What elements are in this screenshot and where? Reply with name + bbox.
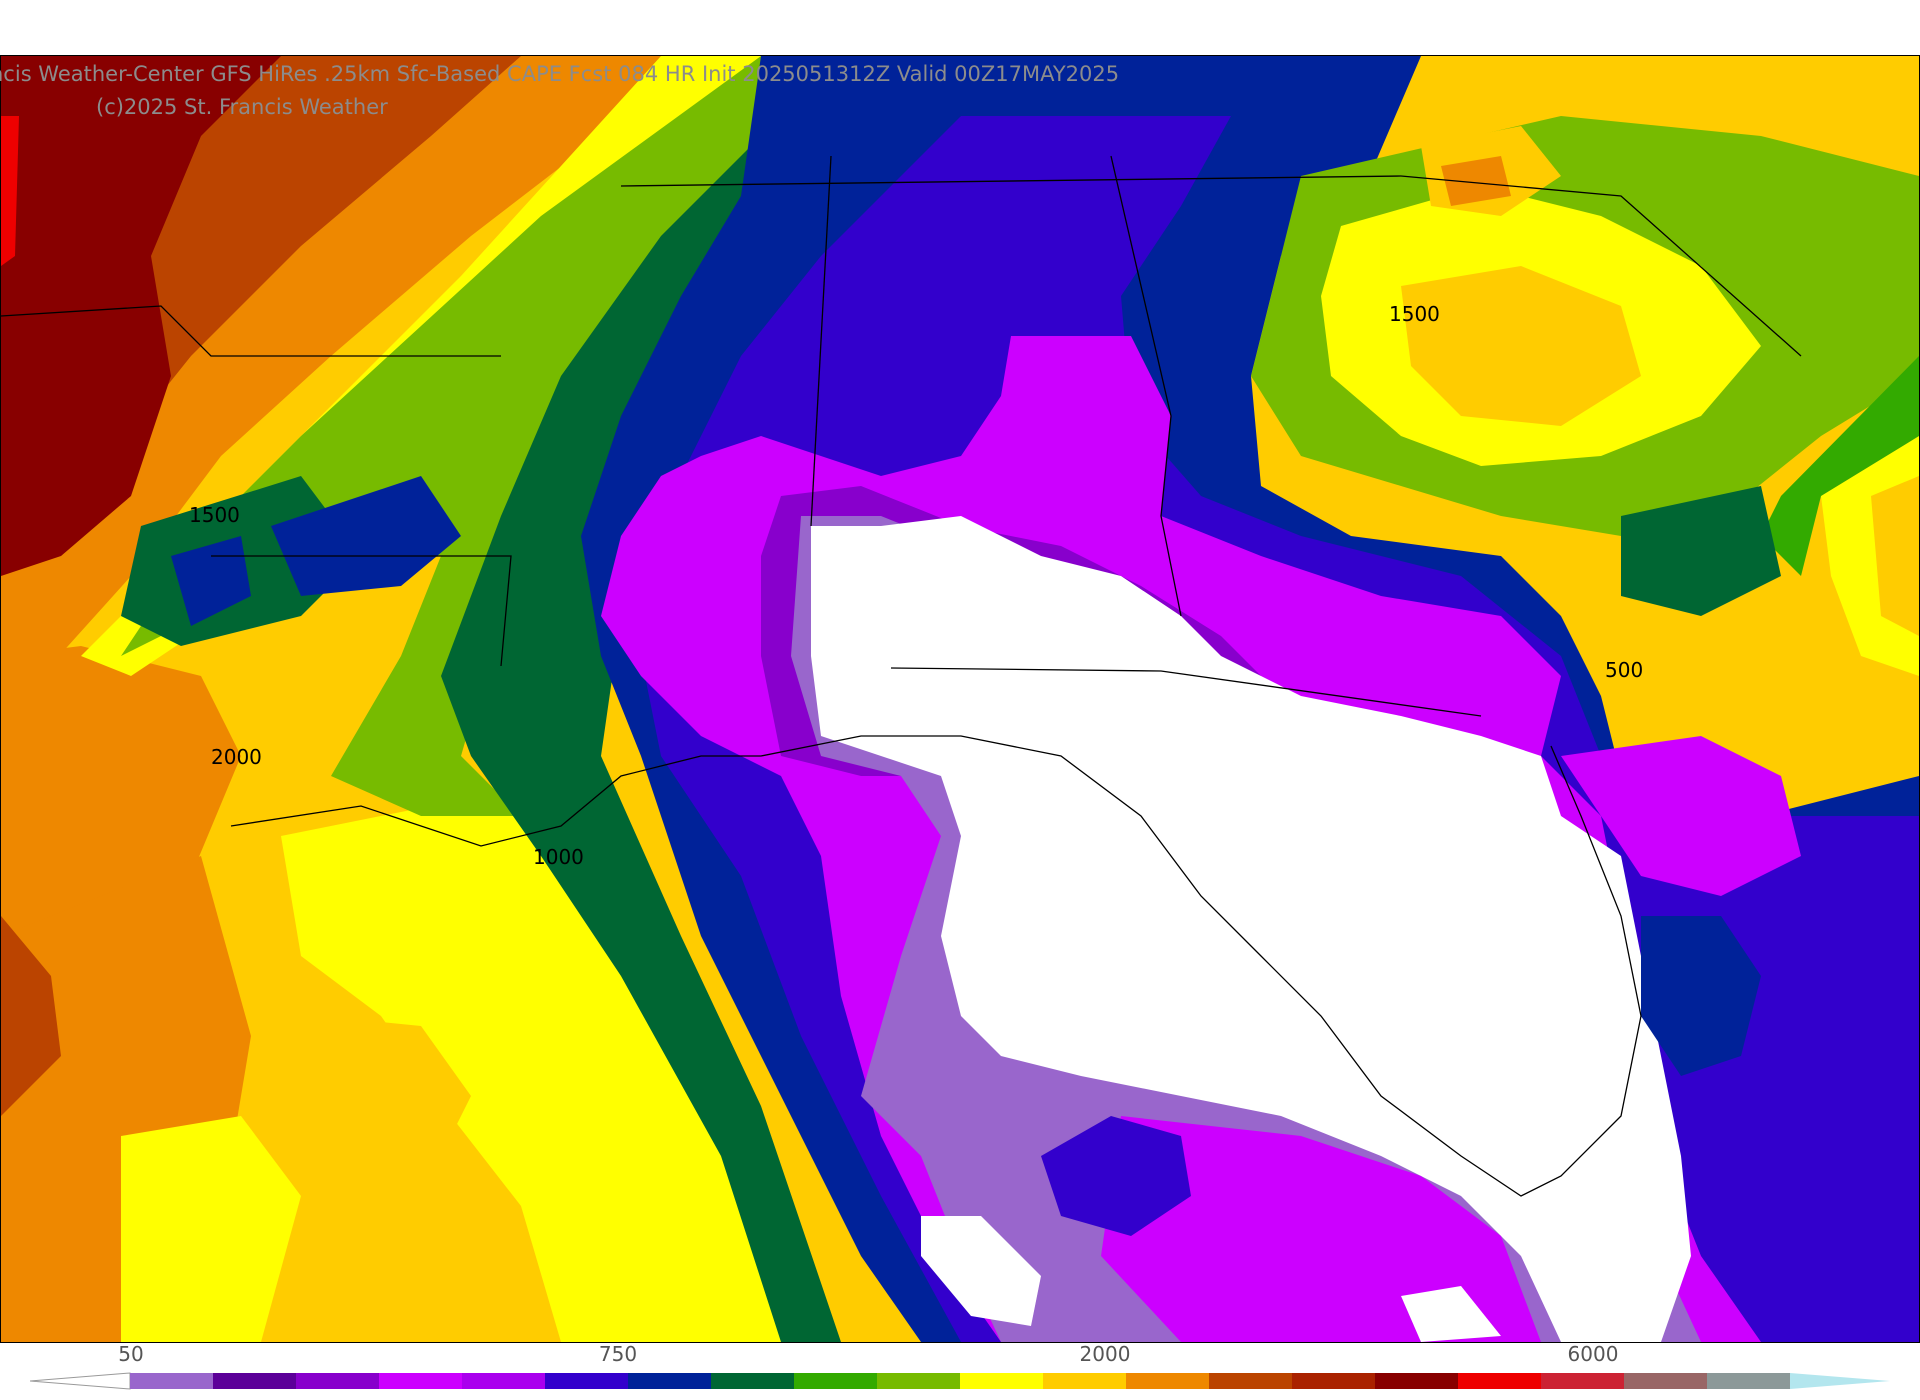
colorbar-segment xyxy=(1541,1373,1625,1389)
colorbar-segment xyxy=(711,1373,795,1389)
colorbar-segment xyxy=(462,1373,546,1389)
field-navy-east xyxy=(1641,916,1761,1076)
contour-label-2000: 2000 xyxy=(211,745,262,769)
field-green-atlantic xyxy=(1761,356,1919,576)
field-white-spot1 xyxy=(921,1216,1041,1326)
colorbar-segment xyxy=(1375,1373,1459,1389)
colorbar-segment xyxy=(1209,1373,1293,1389)
contour-label-1500-east: 1500 xyxy=(1389,302,1440,326)
field-orange-tx xyxy=(1,646,241,986)
colorbar-segment xyxy=(296,1373,380,1389)
coast-gulf xyxy=(230,735,1642,1197)
colorbar-tick-label: 2000 xyxy=(1079,1342,1131,1366)
field-navy-la xyxy=(171,536,251,626)
field-magenta-overlay xyxy=(1101,1116,1541,1342)
field-white-spot2 xyxy=(1401,1286,1501,1342)
colorbar-segment xyxy=(213,1373,297,1389)
field-gold-atlantic xyxy=(1871,476,1919,636)
field-dkgreen-atlantic xyxy=(1621,486,1781,616)
field-rust-gulfw xyxy=(1,916,61,1116)
colorbar-segment xyxy=(628,1373,712,1389)
colorbar-tick-label: 6000 xyxy=(1567,1342,1619,1366)
border-tn xyxy=(620,175,1402,187)
colorbar-cap-right xyxy=(1790,1373,1890,1389)
field-gold-ga xyxy=(1401,266,1641,426)
colorbar-segment xyxy=(1126,1373,1210,1389)
colorbar-segment xyxy=(1458,1373,1542,1389)
border-al-ga xyxy=(1110,155,1182,617)
colorbar-segment xyxy=(379,1373,463,1389)
field-maroon-nw xyxy=(1,56,281,576)
colorbar-segment xyxy=(1292,1373,1376,1389)
colorbar-segment xyxy=(1624,1373,1708,1389)
border-nc-sc xyxy=(1400,175,1802,357)
map-title: ncis Weather-Center GFS HiRes .25km Sfc-… xyxy=(0,62,1120,86)
colorbar-tick-label: 50 xyxy=(118,1342,144,1366)
field-yellow-gulf2 xyxy=(121,1116,301,1342)
state-borders xyxy=(1,155,1802,1197)
field-yellow-gulf xyxy=(281,796,781,1342)
field-navy-ar xyxy=(271,476,461,596)
colorbar-segment xyxy=(1043,1373,1127,1389)
colorbar-cap-left xyxy=(30,1372,131,1390)
colorbar-segment xyxy=(1707,1373,1791,1389)
colorbar-segment xyxy=(877,1373,961,1389)
field-gold-gulf2 xyxy=(321,1016,471,1176)
field-magenta-east xyxy=(1561,736,1801,896)
map-copyright: (c)2025 St. Francis Weather xyxy=(96,95,388,119)
field-blue-low xyxy=(1041,1116,1191,1236)
colorbar-segment xyxy=(545,1373,629,1389)
cape-map-svg: 1500 2000 1000 1500 500 xyxy=(1,56,1919,1342)
cape-map: 1500 2000 1000 1500 500 xyxy=(0,55,1920,1343)
contour-label-500: 500 xyxy=(1605,658,1643,682)
colorbar-tick-label: 750 xyxy=(598,1342,638,1366)
border-ms-al xyxy=(810,155,832,527)
field-red-nw xyxy=(1,116,19,266)
colorbar-segment xyxy=(794,1373,878,1389)
field-dkgreen-ms xyxy=(441,96,961,1342)
border-ar-la xyxy=(211,555,512,667)
contour-label-1000: 1000 xyxy=(533,845,584,869)
border-ga-fl xyxy=(890,667,1482,717)
colorbar-segment xyxy=(960,1373,1044,1389)
field-white-florida xyxy=(811,516,1691,1342)
colorbar-segment xyxy=(130,1373,214,1389)
field-orange-ga xyxy=(1441,156,1511,206)
border-ok-tx xyxy=(1,305,501,357)
contour-label-1500-west: 1500 xyxy=(189,503,240,527)
colorbar xyxy=(30,1372,1890,1390)
